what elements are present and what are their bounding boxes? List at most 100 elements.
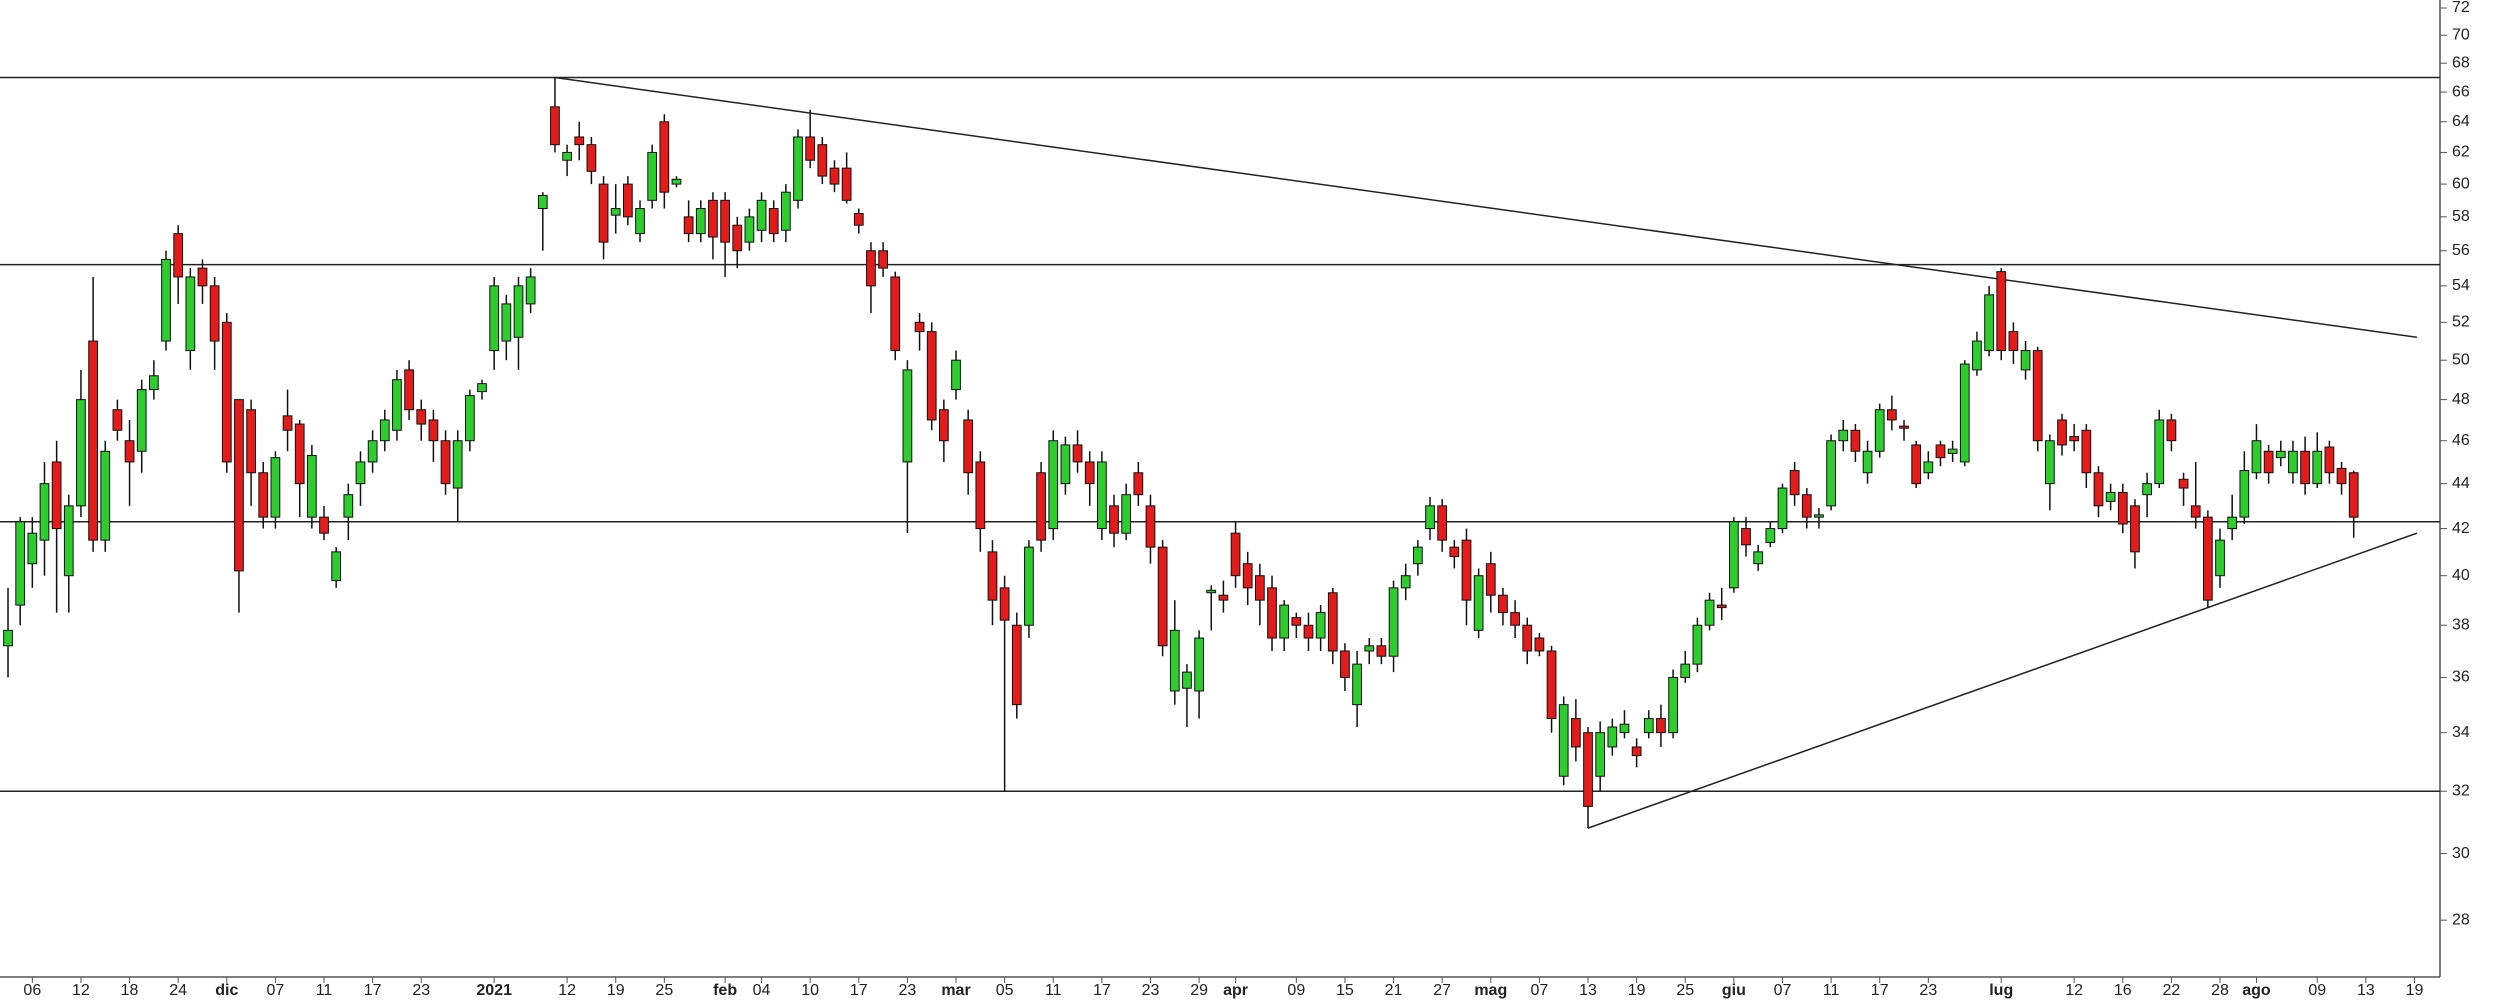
x-tick-label: 22 [2163, 982, 2181, 999]
candle-body [1935, 444, 1946, 459]
y-tick-label: 48 [2452, 391, 2470, 408]
candle-body [2105, 491, 2116, 502]
x-tick-label: 07 [1774, 982, 1792, 999]
candle-body [1583, 732, 1593, 807]
y-tick-label: 30 [2452, 845, 2470, 862]
x-tick-label: 11 [1045, 982, 1062, 999]
candle-body [1570, 718, 1581, 748]
candle-body [2336, 467, 2347, 485]
candle-body [63, 505, 74, 577]
candle-body [2020, 350, 2031, 371]
candle-body [343, 494, 354, 518]
y-tick-label: 44 [2452, 475, 2470, 492]
candle-body [1072, 444, 1083, 463]
x-tick-label: 21 [1385, 982, 1403, 999]
candle-body [683, 216, 694, 235]
candle-body [1789, 470, 1800, 496]
candle-body [2312, 450, 2323, 485]
x-tick-label: mag [1474, 982, 1507, 999]
candle-body [926, 331, 937, 421]
candle-body [428, 419, 439, 442]
candle-body [1838, 429, 1849, 442]
candle-body [1947, 448, 1958, 454]
candle-body [124, 440, 135, 463]
candle-body [209, 285, 220, 342]
candle-body [768, 208, 779, 235]
candle-body [294, 423, 305, 485]
candle-body [2117, 491, 2128, 525]
candle-body [1145, 505, 1156, 548]
x-tick-label: 07 [267, 982, 285, 999]
candle-body [2275, 450, 2286, 459]
candle-body [282, 415, 293, 431]
candle-body [1777, 487, 1788, 530]
candle-body [1461, 539, 1472, 601]
candle-body [501, 303, 512, 342]
x-tick-label: 25 [1676, 982, 1694, 999]
candle-body [2190, 505, 2201, 518]
candle-body [890, 276, 901, 352]
x-tick-label: 25 [655, 982, 673, 999]
candle-body [793, 136, 803, 201]
candle-body [1437, 505, 1448, 541]
candle-body [659, 121, 670, 193]
candle-body [562, 151, 572, 161]
candle-body [1704, 599, 1715, 626]
candle-body [1376, 645, 1387, 657]
candle-body [574, 136, 585, 146]
candle-body [2057, 419, 2067, 446]
y-tick-label: 28 [2452, 911, 2470, 928]
candle-body [914, 321, 925, 333]
candle-body [161, 258, 171, 342]
candle-body [173, 233, 184, 278]
x-tick-label: 17 [1093, 982, 1111, 999]
candle-body [1911, 444, 1922, 485]
x-tick-label: 11 [316, 982, 333, 999]
x-tick-label: ago [2242, 982, 2271, 999]
candle-body [805, 136, 816, 161]
candle-body [1279, 604, 1290, 639]
candle-body [635, 208, 645, 235]
candle-body [975, 461, 986, 530]
candle-body [319, 516, 329, 534]
x-tick-label: 19 [1628, 982, 1646, 999]
candle-body [2008, 331, 2019, 352]
candle-body [1631, 746, 1642, 757]
y-tick-label: 68 [2452, 54, 2470, 71]
candle-body [416, 409, 427, 425]
candle-body [1972, 340, 1982, 371]
candle-body [1133, 472, 1144, 496]
x-tick-label: 13 [1579, 982, 1597, 999]
candle-body [2348, 472, 2359, 518]
y-tick-label: 64 [2452, 113, 2470, 130]
candle-body [2130, 505, 2140, 553]
candle-body [622, 183, 633, 218]
candle-body [938, 409, 949, 442]
y-tick-label: 72 [2452, 0, 2470, 16]
candle-body [866, 250, 876, 287]
candle-body [2069, 436, 2080, 442]
candle-body [27, 532, 38, 565]
candle-body [76, 399, 86, 507]
candle-body [1826, 440, 1836, 507]
candle-body [1340, 650, 1350, 678]
candle-body [148, 375, 159, 391]
candle-body [1109, 505, 1119, 534]
candle-body [2324, 446, 2335, 474]
candle-body [1400, 575, 1411, 589]
candle-body [2227, 516, 2238, 530]
candle-body [756, 199, 767, 231]
candle-body [550, 106, 560, 146]
candle-body [1364, 645, 1375, 652]
candle-body [51, 461, 62, 530]
x-tick-label: 10 [801, 982, 819, 999]
candle-body [1157, 546, 1168, 647]
candle-body [1011, 624, 1022, 706]
y-tick-label: 70 [2452, 26, 2470, 43]
candle-body [2044, 440, 2055, 485]
candle-body [598, 183, 609, 243]
x-tick-label: 28 [2211, 982, 2229, 999]
candle-body [331, 551, 342, 582]
candle-body [3, 629, 13, 647]
candle-body [1765, 528, 1776, 543]
